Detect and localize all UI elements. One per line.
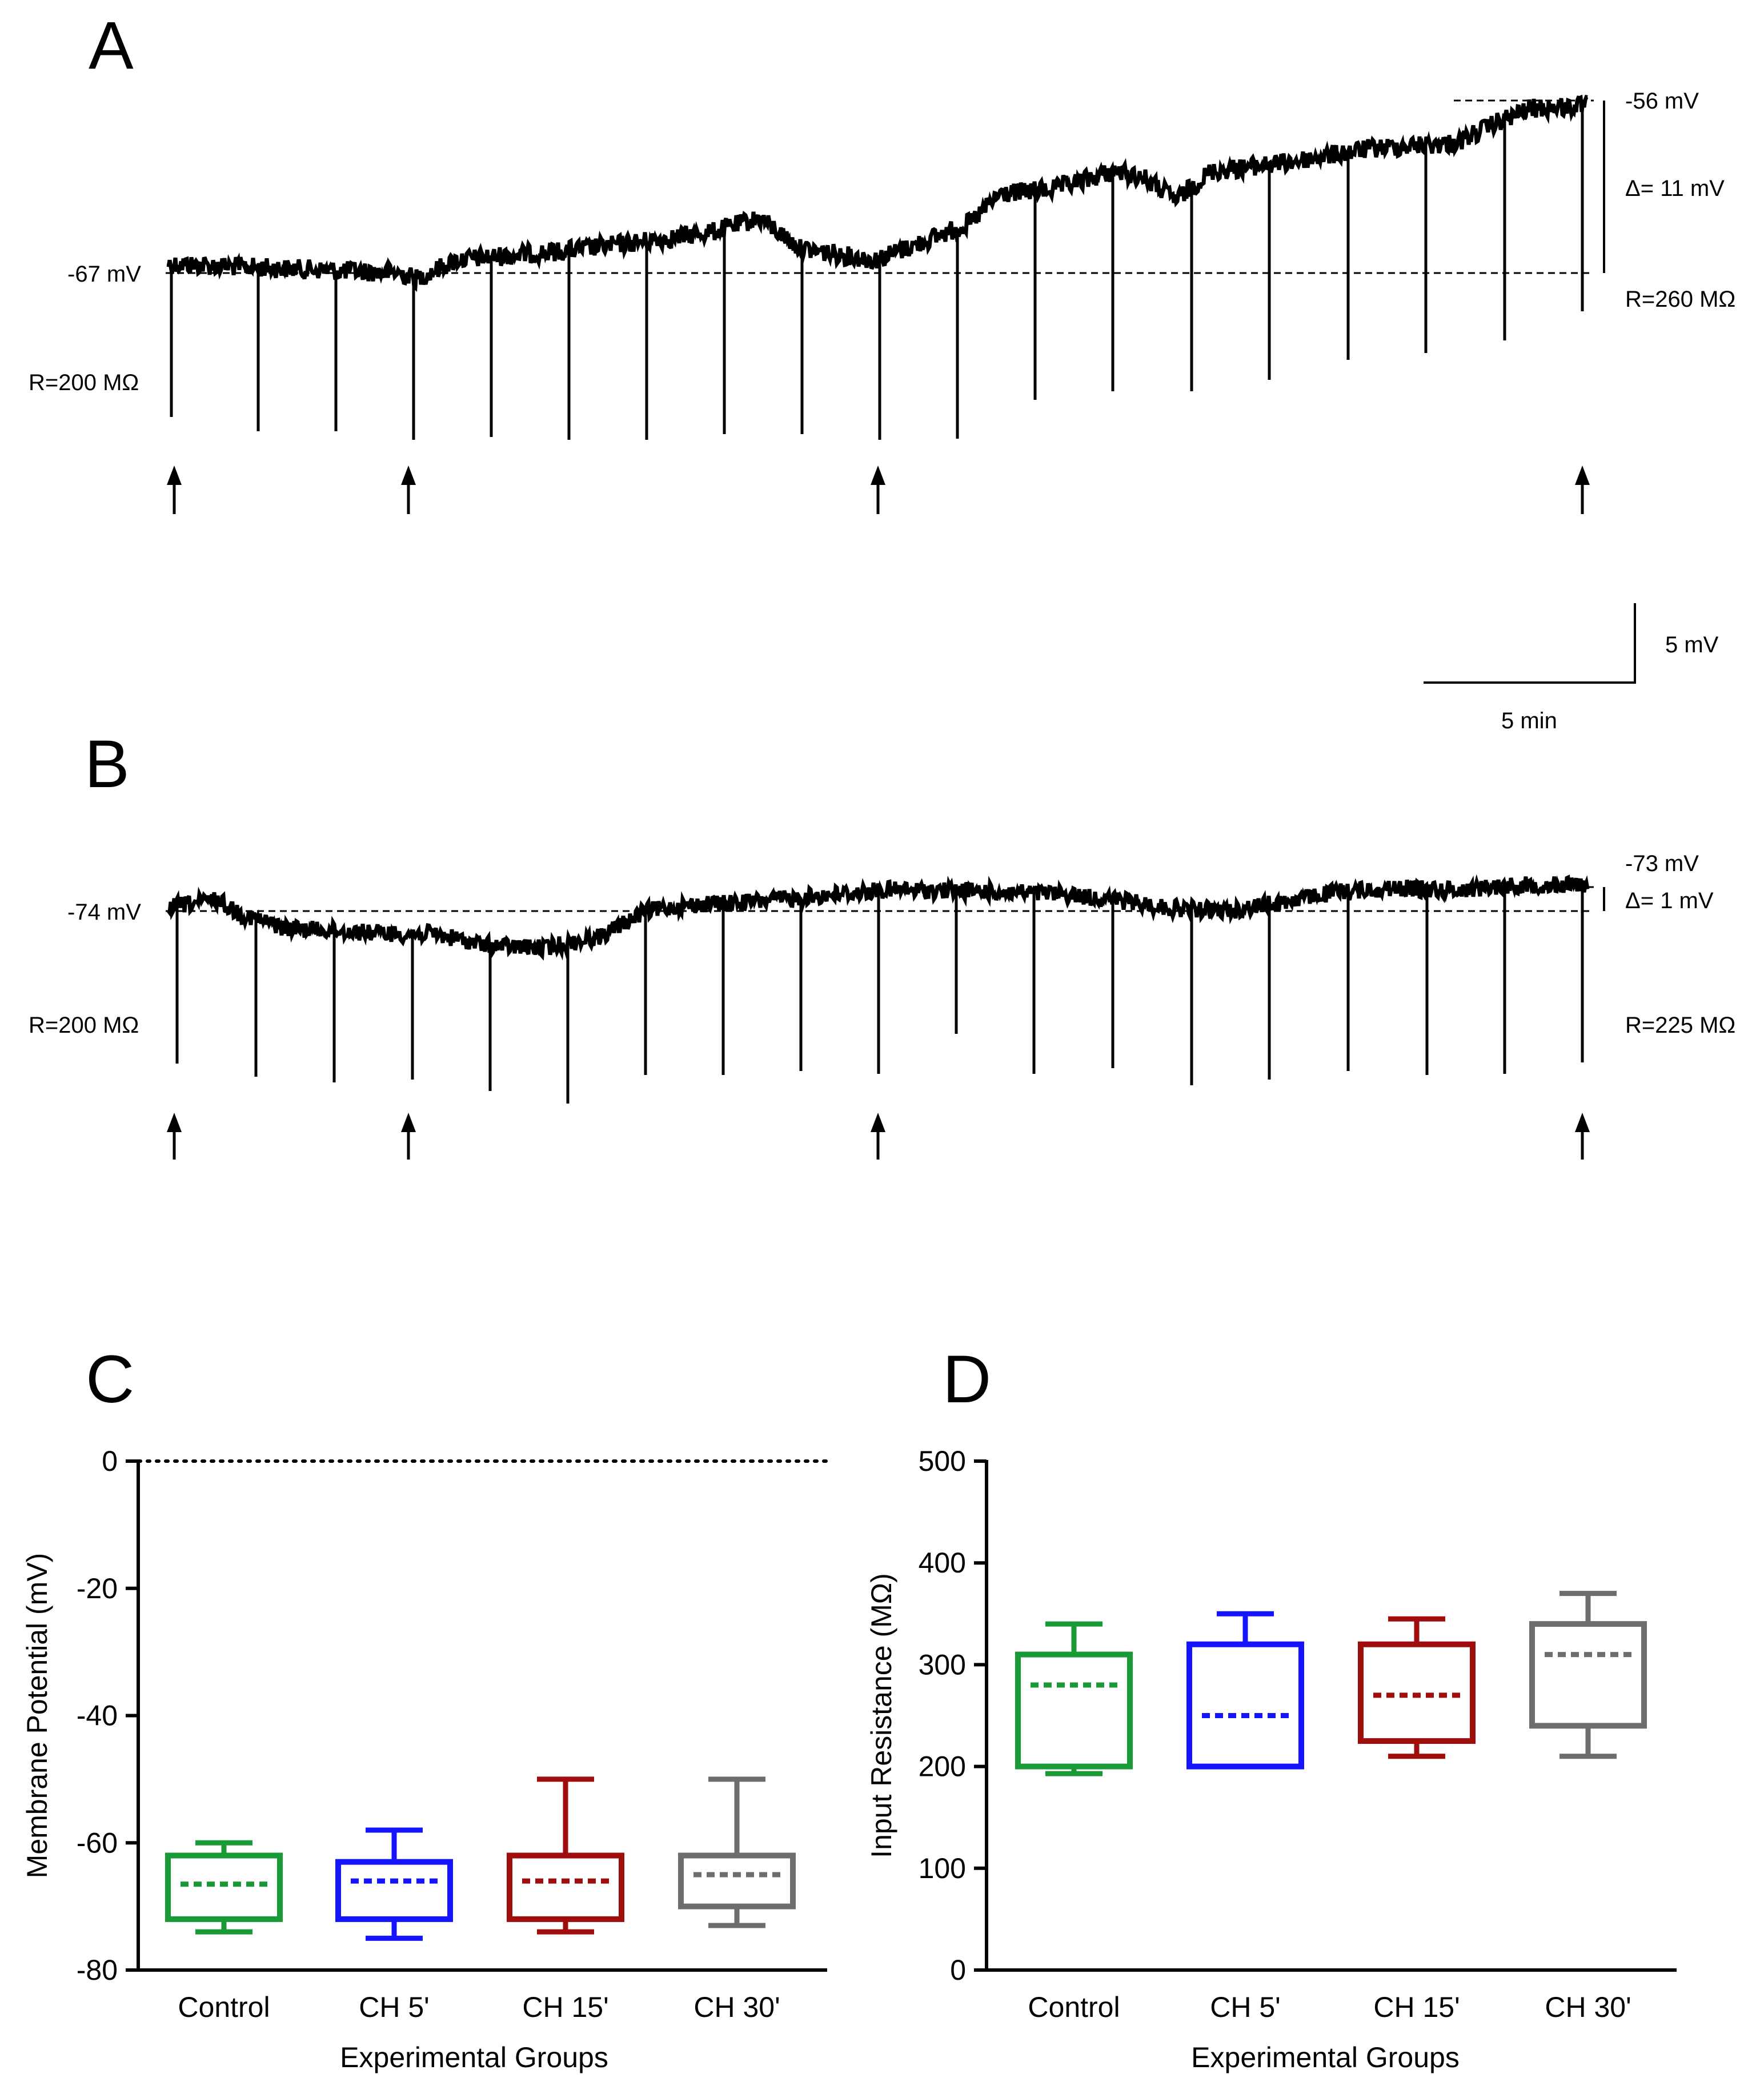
- y-tick-label: -20: [77, 1572, 118, 1604]
- spikes-b: [175, 884, 1584, 1104]
- stim-arrow-head: [1575, 1113, 1590, 1132]
- box: [507, 1852, 624, 1922]
- stim-arrow-head: [1575, 466, 1590, 485]
- y-tick-label: -40: [77, 1700, 118, 1732]
- x-tick-label: CH 30': [1545, 1991, 1631, 2023]
- arrows-a: [167, 466, 1590, 514]
- panel-b-label: B: [85, 727, 130, 802]
- r-end-b: R=225 MΩ: [1625, 1013, 1735, 1038]
- panel-a-label: A: [89, 8, 134, 83]
- y-tick-label: 100: [919, 1852, 966, 1884]
- x-tick-label: CH 30': [693, 1991, 780, 2023]
- v-end-b: -73 mV: [1625, 851, 1699, 876]
- box: [678, 1852, 796, 1910]
- y-tick-label: -80: [77, 1954, 118, 1986]
- y-tick-label: 0: [950, 1954, 966, 1986]
- v-start-b: -74 mV: [67, 900, 141, 925]
- x-axis-title: Experimental Groups: [340, 2041, 608, 2073]
- box: [1529, 1621, 1647, 1729]
- r-start-a: R=200 MΩ: [29, 370, 139, 395]
- box: [335, 1859, 453, 1922]
- arrows-b: [167, 1113, 1590, 1160]
- panel-d-label: D: [943, 1342, 991, 1417]
- scale-bar-time: 5 min: [1501, 708, 1557, 733]
- x-tick-label: Control: [178, 1991, 270, 2023]
- delta-a: Δ= 11 mV: [1625, 176, 1725, 201]
- stim-arrow-head: [167, 1113, 182, 1132]
- stim-arrow-head: [401, 1113, 416, 1132]
- x-axis-title: Experimental Groups: [1191, 2041, 1460, 2073]
- x-tick-label: CH 5': [1210, 1991, 1280, 2023]
- panel-b: B -74 mV -73 mV Δ= 1 mV R=200 MΩ R=225 M…: [29, 727, 1735, 1160]
- scale-bar: 5 mV 5 min: [1424, 603, 1719, 733]
- box: [165, 1852, 283, 1922]
- x-tick-label: Control: [1028, 1991, 1120, 2023]
- r-end-a: R=260 MΩ: [1625, 287, 1735, 312]
- chart-d: 0 100 200 300 400 500 Control CH 5' CH 15' CH 30'…: [865, 1445, 1677, 2073]
- stim-arrow-head: [401, 466, 416, 485]
- stim-arrow-head: [871, 1113, 885, 1132]
- spikes-a: [170, 106, 1584, 440]
- y-tick-label: -60: [77, 1827, 118, 1859]
- chart-c: 0 -20 -40 -60 -80 Control CH 5' CH 15' CH 30' Exp…: [21, 1445, 829, 2073]
- y-tick-label: 200: [919, 1751, 966, 1783]
- scale-bar-voltage: 5 mV: [1665, 632, 1719, 657]
- r-start-b: R=200 MΩ: [29, 1013, 139, 1038]
- y-tick-label: 0: [102, 1445, 118, 1477]
- y-tick-label: 300: [919, 1648, 966, 1680]
- box: [1015, 1651, 1133, 1770]
- y-tick-label: 400: [919, 1547, 966, 1579]
- panel-d: D 0 100 200 300 400 500 Control CH 5' CH 15' CH 3…: [865, 1342, 1677, 2073]
- delta-b: Δ= 1 mV: [1625, 888, 1714, 913]
- scale-bar-lines: [1424, 603, 1636, 684]
- trace-b: [167, 874, 1590, 961]
- stim-arrow-head: [871, 466, 885, 485]
- panel-a: A -67 mV -56 mV Δ= 11 mV R=200 MΩ R=260 …: [29, 8, 1735, 514]
- panel-c-label: C: [86, 1342, 134, 1417]
- x-tick-label: CH 5': [359, 1991, 429, 2023]
- y-axis-title: Input Resistance (MΩ): [865, 1573, 897, 1858]
- box: [1186, 1641, 1304, 1770]
- stim-arrow-head: [167, 466, 182, 485]
- v-start-a: -67 mV: [67, 262, 141, 287]
- x-tick-label: CH 15': [522, 1991, 608, 2023]
- x-tick-label: CH 15': [1373, 1991, 1460, 2023]
- y-tick-label: 500: [919, 1445, 966, 1477]
- v-end-a: -56 mV: [1625, 89, 1699, 114]
- trace-a: [166, 94, 1589, 292]
- panel-c: C 0 -20 -40 -60 -80 Control CH 5' CH 15' CH 30' E…: [21, 1342, 829, 2073]
- y-axis-title: Membrane Potential (mV): [21, 1553, 53, 1879]
